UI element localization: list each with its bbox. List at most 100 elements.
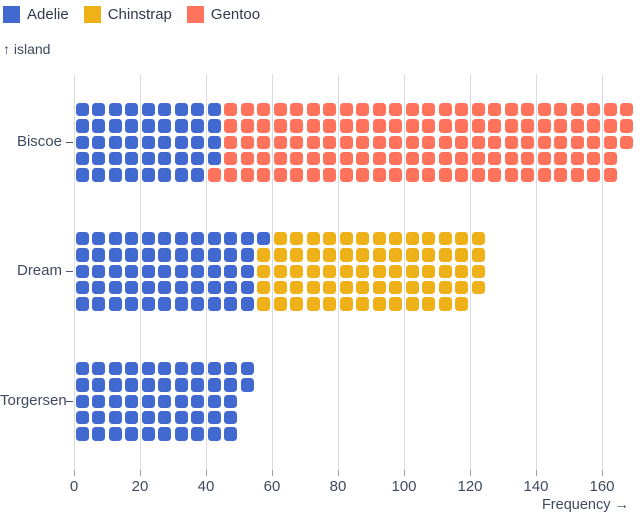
waffle-cell: [158, 168, 172, 182]
x-tickmark: [271, 470, 273, 476]
waffle-cell: [438, 103, 452, 117]
waffle-cell: [191, 427, 205, 441]
x-tick-label: 160: [589, 478, 615, 495]
waffle-cell: [290, 297, 304, 311]
waffle-cell: [191, 232, 205, 246]
waffle-cell: [587, 151, 601, 166]
x-tick-label: 20: [131, 478, 149, 495]
waffle-cell: [455, 264, 469, 278]
waffle-cell: [306, 264, 320, 278]
waffle-cell: [108, 103, 122, 117]
waffle-cell: [108, 168, 122, 182]
waffle-cell: [504, 135, 518, 149]
waffle-cell: [141, 362, 155, 376]
waffle-cell: [620, 135, 634, 149]
waffle-cell: [75, 151, 89, 166]
waffle-cell: [554, 168, 568, 182]
x-gridline: [73, 74, 75, 470]
legend-label-chinstrap: Chinstrap: [107, 6, 172, 23]
legend-item-chinstrap: Chinstrap: [83, 6, 172, 23]
waffle-cell: [174, 394, 188, 408]
waffle-cell: [339, 119, 353, 133]
waffle-cell: [191, 151, 205, 166]
waffle-cell: [323, 280, 337, 295]
waffle-cell: [125, 264, 139, 278]
waffle-cell: [207, 103, 221, 117]
waffle-cell: [537, 135, 551, 149]
waffle-cell: [389, 280, 403, 295]
waffle-cell: [372, 248, 386, 262]
waffle-cell: [224, 103, 238, 117]
waffle-cell: [389, 119, 403, 133]
legend: Adelie Chinstrap Gentoo: [3, 6, 260, 23]
waffle-cell: [438, 168, 452, 182]
waffle-cell: [174, 135, 188, 149]
x-tickmark: [139, 470, 141, 476]
waffle-cell: [92, 248, 106, 262]
waffle-cell: [174, 119, 188, 133]
waffle-cell: [455, 232, 469, 246]
x-axis-label: Frequency →: [541, 497, 629, 513]
waffle-cell: [273, 103, 287, 117]
x-gridline: [205, 74, 207, 470]
waffle-cell: [125, 394, 139, 408]
waffle-cell: [356, 264, 370, 278]
waffle-cell: [603, 135, 617, 149]
waffle-cell: [587, 103, 601, 117]
waffle-cell: [455, 168, 469, 182]
x-gridline: [469, 74, 471, 470]
waffle-cell: [554, 119, 568, 133]
waffle-cell: [75, 280, 89, 295]
waffle-cell: [207, 378, 221, 392]
waffle-cell: [389, 297, 403, 311]
waffle-cell: [306, 232, 320, 246]
adelie-swatch-icon: [3, 6, 20, 23]
waffle-cell: [257, 248, 271, 262]
waffle-cell: [125, 297, 139, 311]
waffle-cell: [306, 103, 320, 117]
waffle-cell: [290, 280, 304, 295]
waffle-cell: [125, 427, 139, 441]
waffle-cell: [174, 151, 188, 166]
x-gridline: [403, 74, 405, 470]
waffle-cell: [158, 427, 172, 441]
waffle-cell: [75, 232, 89, 246]
waffle-cell: [257, 280, 271, 295]
waffle-cell: [537, 168, 551, 182]
waffle-cell: [108, 410, 122, 425]
waffle-cell: [141, 297, 155, 311]
waffle-cell: [306, 297, 320, 311]
waffle-cell: [191, 248, 205, 262]
waffle-cell: [75, 378, 89, 392]
waffle-cell: [92, 362, 106, 376]
waffle-cell: [455, 297, 469, 311]
waffle-cell: [471, 103, 485, 117]
waffle-cell: [257, 135, 271, 149]
waffle-cell: [75, 427, 89, 441]
x-gridline: [271, 74, 273, 470]
waffle-cell: [273, 168, 287, 182]
x-tick-label: 0: [69, 478, 79, 495]
waffle-cell: [339, 168, 353, 182]
x-gridline: [601, 74, 603, 470]
waffle-cell: [356, 168, 370, 182]
waffle-cell: [141, 151, 155, 166]
waffle-cell: [257, 119, 271, 133]
waffle-cell: [323, 135, 337, 149]
waffle-cell: [224, 427, 238, 441]
waffle-cell: [620, 103, 634, 117]
x-tickmark: [601, 470, 603, 476]
waffle-cell: [224, 280, 238, 295]
waffle-cell: [224, 135, 238, 149]
waffle-cell: [158, 378, 172, 392]
waffle-cell: [92, 135, 106, 149]
waffle-cell: [570, 168, 584, 182]
waffle-cell: [141, 410, 155, 425]
waffle-cell: [603, 151, 617, 166]
waffle-cell: [75, 362, 89, 376]
waffle-cell: [422, 264, 436, 278]
waffle-cell: [158, 362, 172, 376]
waffle-cell: [290, 248, 304, 262]
waffle-cell: [108, 264, 122, 278]
waffle-cell: [323, 297, 337, 311]
